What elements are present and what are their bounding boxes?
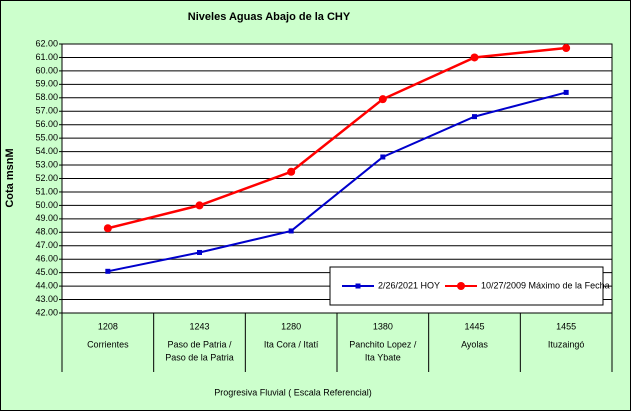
category-name: Paso de la Patria xyxy=(165,352,234,362)
x-tick-label: 1208 xyxy=(98,321,118,331)
x-tick-label: 1280 xyxy=(281,321,301,331)
point xyxy=(288,228,294,234)
x-tick-label: 1455 xyxy=(556,321,576,331)
point xyxy=(563,89,569,95)
y-tick-label: 48.00 xyxy=(35,227,58,237)
legend-label: 10/27/2009 Máximo de la Fecha xyxy=(481,280,610,290)
y-tick-label: 43.00 xyxy=(35,294,58,304)
point xyxy=(470,53,479,62)
point xyxy=(380,154,386,160)
legend-label: 2/26/2021 HOY xyxy=(378,280,440,290)
category-name: Ayolas xyxy=(461,339,488,349)
y-tick-label: 51.00 xyxy=(35,186,58,196)
y-tick-label: 50.00 xyxy=(35,200,58,210)
y-axis-title: Cota msnM xyxy=(4,148,16,207)
y-tick-label: 55.00 xyxy=(35,133,58,143)
y-tick-label: 44.00 xyxy=(35,280,58,290)
point xyxy=(562,44,571,53)
point xyxy=(472,114,477,120)
point xyxy=(287,167,296,176)
y-tick-label: 57.00 xyxy=(35,106,58,116)
category-name: Panchito Lopez / xyxy=(349,339,417,349)
y-tick-label: 52.00 xyxy=(35,173,58,183)
y-tick-label: 59.00 xyxy=(35,79,58,89)
category-name: Ita Ybate xyxy=(365,352,401,362)
category-name: Corrientes xyxy=(87,339,129,349)
y-tick-label: 56.00 xyxy=(35,119,58,129)
series-line xyxy=(107,91,567,273)
point xyxy=(457,282,465,290)
x-tick-label: 1380 xyxy=(373,321,393,331)
category-name: Ita Cora / Itatí xyxy=(264,339,319,349)
category-name: Paso de Patria / xyxy=(167,339,232,349)
point xyxy=(105,268,111,274)
point xyxy=(195,201,204,210)
series-line xyxy=(107,46,567,230)
point xyxy=(103,224,112,233)
chart-title: Niveles Aguas Abajo de la CHY xyxy=(188,11,351,23)
y-tick-label: 46.00 xyxy=(35,254,58,264)
point xyxy=(197,249,202,255)
y-tick-label: 47.00 xyxy=(35,240,58,250)
y-tick-label: 54.00 xyxy=(35,146,58,156)
x-tick-label: 1445 xyxy=(464,321,484,331)
point xyxy=(378,95,387,104)
y-tick-label: 53.00 xyxy=(35,159,58,169)
category-name: Ituzaingó xyxy=(548,339,585,349)
y-tick-label: 45.00 xyxy=(35,267,58,277)
y-tick-label: 60.00 xyxy=(35,65,58,75)
y-tick-label: 42.00 xyxy=(35,307,58,317)
y-tick-label: 58.00 xyxy=(35,92,58,102)
x-axis-title: Progresiva Fluvial ( Escala Referencial) xyxy=(214,387,372,397)
point xyxy=(355,283,361,289)
x-tick-label: 1243 xyxy=(189,321,209,331)
y-tick-label: 62.00 xyxy=(35,38,58,48)
y-tick-label: 49.00 xyxy=(35,213,58,223)
y-tick-label: 61.00 xyxy=(35,52,58,62)
